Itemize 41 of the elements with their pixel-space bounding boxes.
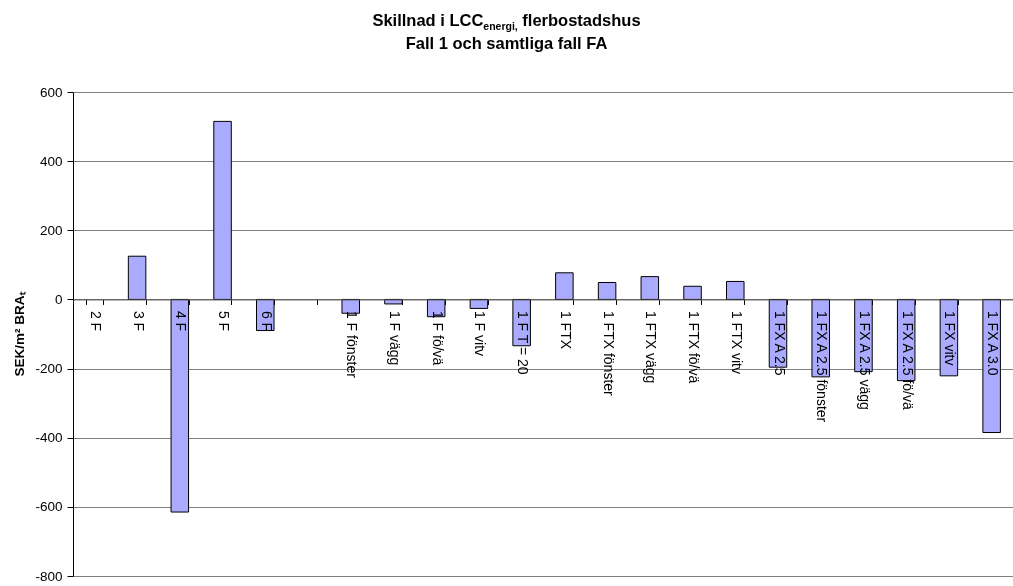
- x-tick-label: 3 F: [130, 310, 147, 332]
- chart-subtitle: Fall 1 och samtliga fall FA: [405, 33, 608, 54]
- y-tick-label: -600: [35, 499, 63, 515]
- chart-title: Skillnad i LCC$_{energi,}$ flerbostadshus: [372, 10, 641, 32]
- x-tick-label: 1 F vägg: [386, 310, 403, 366]
- x-tick-label: 2 F: [87, 310, 104, 332]
- x-tick-label: 1 FX A 2.5: [771, 310, 788, 376]
- y-tick-label: 600: [39, 84, 63, 100]
- bar: [982, 298, 1001, 434]
- y-tick-label: 0: [54, 291, 63, 307]
- x-tick-label: 1 F T = 20: [515, 310, 532, 375]
- x-tick-label: 1 FX A 3.0: [985, 310, 1002, 376]
- x-tick-label: 1 F fönster: [344, 310, 361, 379]
- x-tick-label: 1 F vitv: [472, 310, 489, 357]
- x-tick-label: 1 FX A 2.5 fönster: [814, 310, 831, 423]
- x-tick-label: 4 F: [173, 310, 190, 332]
- y-tick-label: 200: [39, 222, 63, 238]
- bar: [127, 255, 147, 300]
- x-tick-label: 1 FX A 2.5 vägg: [856, 310, 873, 410]
- bar: [170, 298, 190, 513]
- y-tick-label: -200: [35, 361, 63, 377]
- y-tick-label: 400: [39, 153, 63, 169]
- x-tick-label: 1 FTX fö/vä: [686, 310, 703, 384]
- x-tick-label: 1 FTX fönster: [600, 310, 617, 397]
- x-tick-label: 1 FX vitv: [942, 310, 959, 366]
- bar: [597, 281, 617, 300]
- bar: [555, 272, 574, 300]
- bar: [726, 280, 745, 300]
- y-tick-label: -800: [35, 568, 63, 584]
- x-tick-label: 1 F fö/vä: [429, 310, 446, 366]
- x-tick-label: 6 F: [258, 310, 275, 332]
- x-tick-label: 1 FTX vitv: [728, 310, 745, 374]
- y-axis-title: SEK/m² BRAₜ: [12, 291, 28, 377]
- bar: [640, 276, 660, 300]
- x-tick-label: 1 FTX vägg: [643, 310, 660, 384]
- x-tick-label: 5 F: [216, 310, 233, 332]
- x-tick-label: 1 FTX: [557, 310, 574, 350]
- bar: [683, 285, 702, 300]
- y-tick-label: -400: [35, 430, 63, 446]
- x-tick-label: 1 FX A 2.5 fö/vä: [899, 310, 916, 410]
- bar: [213, 120, 232, 300]
